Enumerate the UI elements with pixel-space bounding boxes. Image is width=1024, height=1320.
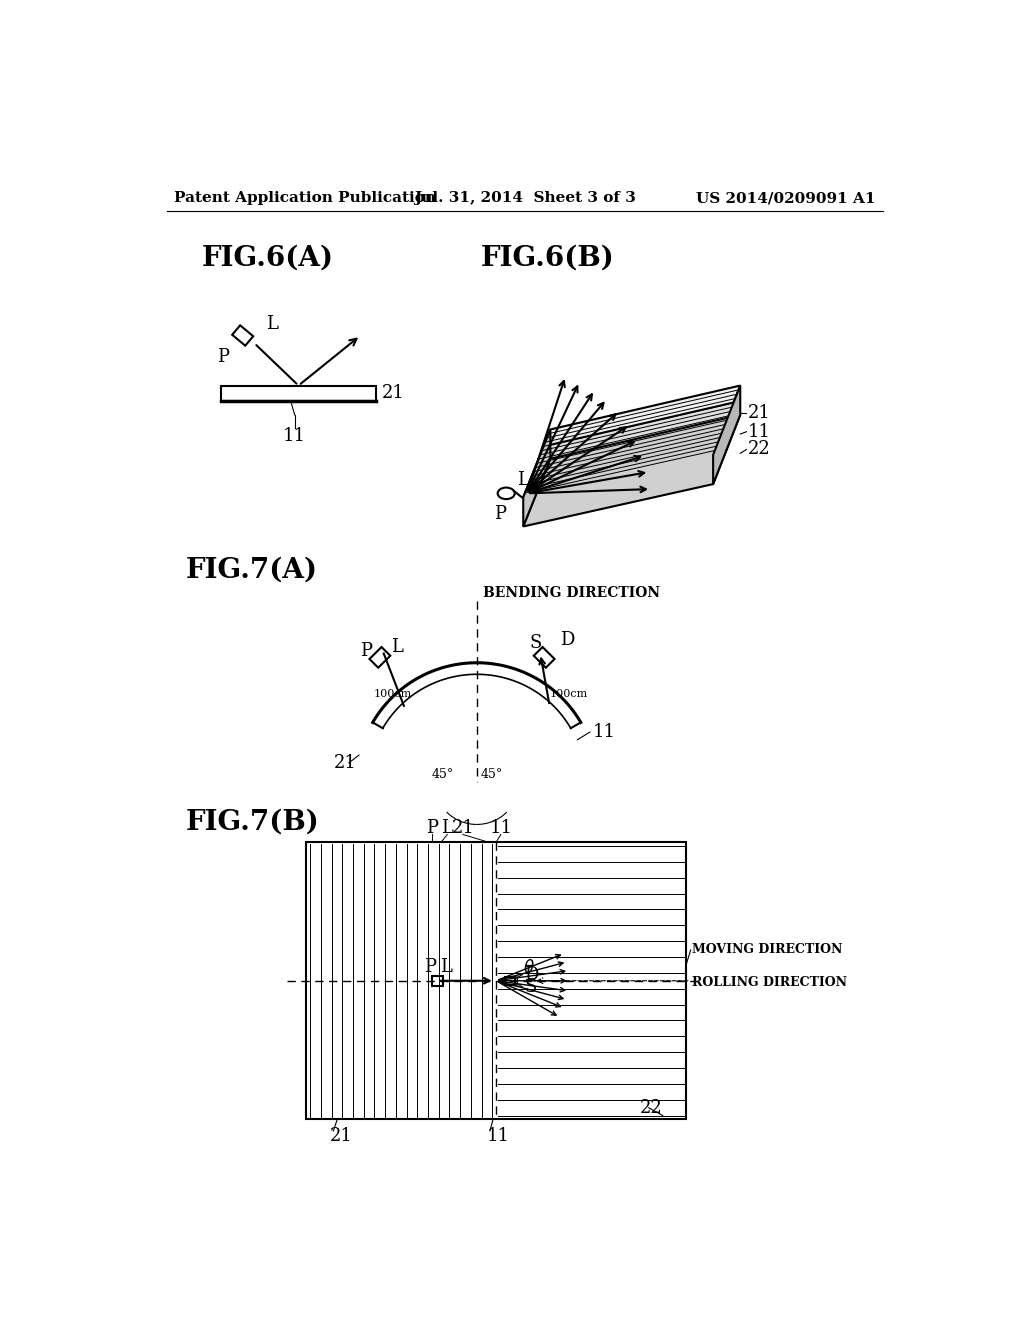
Text: 21: 21 (748, 404, 771, 421)
Text: MOVING DIRECTION: MOVING DIRECTION (692, 944, 843, 957)
Text: 22: 22 (748, 441, 771, 458)
Text: US 2014/0209091 A1: US 2014/0209091 A1 (695, 191, 876, 206)
Bar (534, 647, 555, 668)
Text: P: P (424, 958, 436, 975)
Text: L: L (441, 820, 454, 837)
Text: L: L (517, 471, 529, 490)
Text: P: P (217, 348, 229, 366)
Polygon shape (523, 401, 740, 512)
Text: 22: 22 (640, 1098, 663, 1117)
Bar (506, 977, 515, 985)
Bar (306, 842, 686, 1119)
Polygon shape (713, 385, 740, 484)
Text: 100cm: 100cm (373, 689, 412, 700)
Text: FIG.6(B): FIG.6(B) (480, 246, 614, 272)
Ellipse shape (498, 487, 515, 499)
Text: 11: 11 (283, 426, 306, 445)
Text: P: P (426, 820, 438, 837)
Text: D: D (524, 966, 539, 983)
Bar (232, 325, 253, 346)
Text: S: S (524, 978, 537, 995)
Bar (221, 385, 376, 401)
Text: 11: 11 (593, 723, 616, 741)
Text: L: L (439, 958, 452, 975)
Polygon shape (523, 429, 550, 527)
Text: D: D (560, 631, 574, 648)
Bar (370, 647, 390, 668)
Bar (432, 977, 442, 986)
Text: FIG.6(A): FIG.6(A) (202, 246, 334, 272)
Text: P: P (494, 506, 506, 523)
Text: 45°: 45° (480, 768, 503, 781)
Polygon shape (523, 414, 740, 527)
Text: 45°: 45° (431, 768, 454, 781)
Text: Patent Application Publication: Patent Application Publication (174, 191, 436, 206)
Text: 21: 21 (334, 754, 356, 772)
Text: 21: 21 (330, 1127, 352, 1146)
Text: Jul. 31, 2014  Sheet 3 of 3: Jul. 31, 2014 Sheet 3 of 3 (414, 191, 636, 206)
Text: FIG.7(A): FIG.7(A) (186, 557, 318, 583)
Text: 21: 21 (452, 820, 474, 837)
Text: S: S (529, 635, 542, 652)
Text: 11: 11 (486, 1127, 510, 1146)
Text: 11: 11 (489, 820, 512, 837)
Text: FIG.7(B): FIG.7(B) (186, 809, 319, 836)
Text: 11: 11 (748, 422, 771, 441)
Polygon shape (523, 385, 740, 498)
Text: $\theta$: $\theta$ (523, 960, 536, 977)
Text: ROLLING DIRECTION: ROLLING DIRECTION (692, 975, 847, 989)
Text: 100cm: 100cm (550, 689, 588, 700)
Text: L: L (391, 639, 403, 656)
Text: 21: 21 (382, 384, 406, 403)
Text: BENDING DIRECTION: BENDING DIRECTION (483, 586, 660, 601)
Text: P: P (359, 643, 372, 660)
Text: L: L (266, 315, 278, 333)
